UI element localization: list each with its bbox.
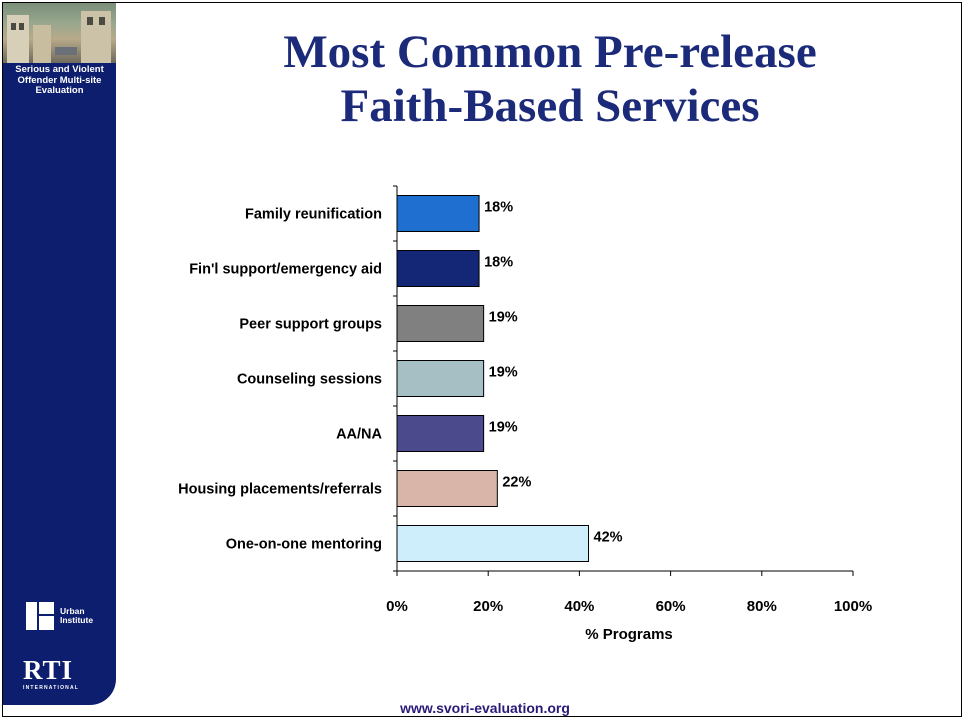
- category-label: Housing placements/referrals: [178, 482, 382, 498]
- urban-institute-logo: Urban Institute: [26, 602, 100, 630]
- data-label: 18%: [484, 200, 513, 216]
- title-line-1: Most Common Pre-release: [283, 26, 817, 78]
- data-label: 42%: [594, 530, 623, 546]
- data-label: 19%: [489, 310, 518, 326]
- bar: [396, 195, 480, 232]
- bar: [396, 415, 485, 452]
- x-tick-label: 60%: [656, 598, 686, 615]
- street-photo: [3, 3, 116, 63]
- x-axis-title: % Programs: [585, 626, 673, 643]
- category-label: AA/NA: [336, 427, 382, 443]
- bar: [396, 360, 485, 397]
- data-label: 19%: [489, 365, 518, 381]
- x-tick-label: 80%: [747, 598, 777, 615]
- x-tick-label: 40%: [564, 598, 594, 615]
- urban-logo-icon: [26, 602, 54, 630]
- category-label: One-on-one mentoring: [226, 537, 382, 553]
- rti-logo-mark: RTI: [23, 655, 74, 685]
- title-line-2: Faith-Based Services: [340, 80, 760, 132]
- footer-url[interactable]: www.svori-evaluation.org: [400, 700, 570, 716]
- x-tick-label: 20%: [473, 598, 503, 615]
- slide-title: Most Common Pre-release Faith-Based Serv…: [140, 25, 960, 133]
- sidebar: Serious and Violent Offender Multi-site …: [3, 3, 116, 705]
- data-label: 18%: [484, 255, 513, 271]
- x-tick-label: 0%: [386, 598, 408, 615]
- project-name: Serious and Violent Offender Multi-site …: [15, 64, 104, 96]
- category-label: Peer support groups: [239, 317, 382, 333]
- urban-logo-text: Urban Institute: [60, 605, 94, 625]
- category-label: Family reunification: [245, 207, 382, 223]
- bar: [396, 525, 590, 562]
- bar: [396, 470, 498, 507]
- category-label: Fin'l support/emergency aid: [189, 262, 382, 278]
- category-label: Counseling sessions: [237, 372, 382, 388]
- x-tick-label: 100%: [834, 598, 872, 615]
- rti-logo-subtext: INTERNATIONAL: [23, 685, 80, 691]
- bar: [396, 305, 485, 342]
- bar: [396, 250, 480, 287]
- data-label: 22%: [502, 475, 531, 491]
- rti-logo: RTI INTERNATIONAL: [23, 655, 80, 692]
- data-label: 19%: [489, 420, 518, 436]
